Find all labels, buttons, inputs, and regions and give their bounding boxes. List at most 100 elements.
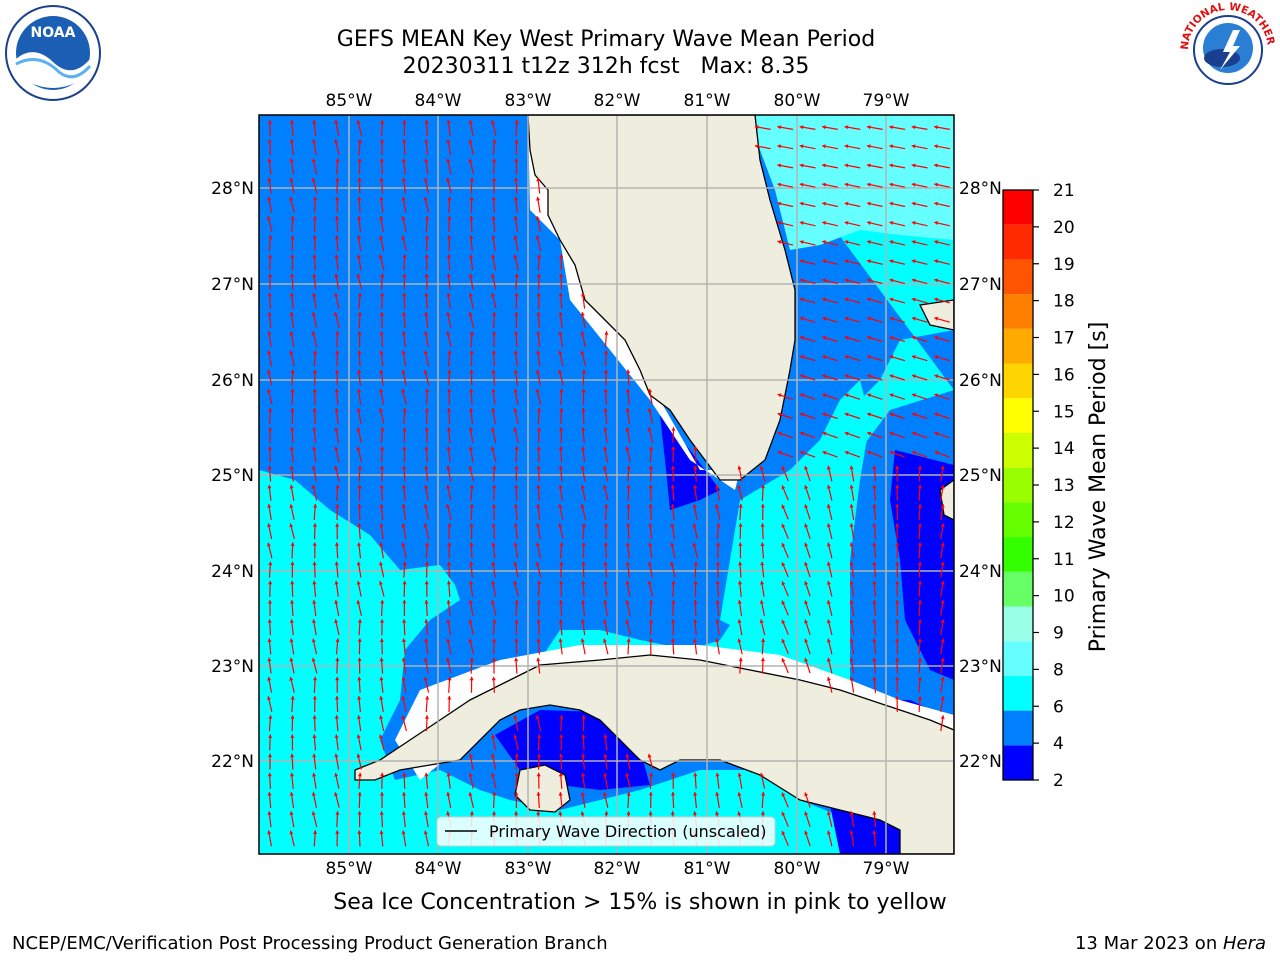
colorbar-tick-label: 16 xyxy=(1053,365,1075,385)
wave-vector-head xyxy=(536,811,541,815)
wave-vector-head xyxy=(335,177,340,182)
noaa-logo-text: NOAA xyxy=(31,25,76,41)
wave-vector-head xyxy=(513,235,518,240)
colorbar-tick-label: 4 xyxy=(1053,734,1064,754)
wave-vector-head xyxy=(335,811,340,815)
wave-vector-head xyxy=(536,350,541,355)
wave-vector-head xyxy=(625,427,630,432)
lon-labels-top: 85°W 84°W 83°W 82°W 81°W 80°W 79°W xyxy=(326,91,910,111)
wave-vector-head xyxy=(603,753,608,758)
colorbar-tick-label: 15 xyxy=(1053,402,1075,422)
wave-vector-head xyxy=(266,389,271,393)
wave-vector-head xyxy=(468,619,473,624)
wave-vector-head xyxy=(804,485,809,490)
wave-vector-head xyxy=(934,393,939,398)
wave-vector-head xyxy=(895,657,900,661)
wave-vector-head xyxy=(514,331,519,335)
wave-vector-head xyxy=(491,657,496,661)
wave-vector-head xyxy=(760,811,765,815)
wave-vector-head xyxy=(558,312,563,316)
wave-vector-head xyxy=(849,811,854,815)
wave-vector-head xyxy=(603,465,607,470)
wave-vector-head xyxy=(335,484,340,489)
wave-vector-head xyxy=(804,830,809,835)
wave-vector-head xyxy=(469,177,474,182)
wave-vector-head xyxy=(311,638,316,643)
wave-vector-head xyxy=(826,619,831,624)
wave-vector-head xyxy=(800,412,804,417)
wave-vector-head xyxy=(649,446,654,450)
wave-vector-head xyxy=(513,542,518,547)
wave-vector-head xyxy=(849,638,854,643)
wave-vector-head xyxy=(447,216,452,220)
wave-vector-head xyxy=(468,446,473,451)
wave-vector-head xyxy=(312,388,317,393)
wave-vector-head xyxy=(934,316,939,321)
wave-vector-head xyxy=(402,446,407,450)
wave-vector-head xyxy=(357,657,362,662)
wave-vector-head xyxy=(912,450,916,455)
wave-vector-head xyxy=(934,412,939,417)
wave-vector-head xyxy=(491,427,496,432)
wave-vector-head xyxy=(849,830,854,835)
wave-vector-head xyxy=(268,254,273,258)
wave-vector-head xyxy=(889,125,894,130)
wave-vector-head xyxy=(424,254,429,258)
wave-vector-head xyxy=(491,216,496,220)
wave-vector-head xyxy=(536,504,541,508)
wave-vector-head xyxy=(715,792,720,796)
wave-vector-head xyxy=(940,619,945,623)
wave-vector-head xyxy=(625,580,630,585)
wave-vector-head xyxy=(889,182,894,187)
wave-vector-head xyxy=(469,331,474,335)
wave-vector-head xyxy=(737,465,742,470)
wave-vector-head xyxy=(693,465,698,470)
wave-vector-head xyxy=(312,580,317,585)
wave-vector-head xyxy=(513,561,518,566)
lat-label-left: 25°N xyxy=(211,466,254,486)
wave-vector-head xyxy=(536,196,541,201)
wave-vector-head xyxy=(537,254,542,258)
land-bahamas-north xyxy=(919,299,954,331)
wave-vector-head xyxy=(267,312,272,316)
wave-vector-head xyxy=(356,561,361,566)
wave-vector-head xyxy=(844,355,849,359)
wave-vector-head xyxy=(379,408,383,412)
wave-vector-head xyxy=(402,619,407,623)
wave-vector-head xyxy=(895,561,900,565)
wave-vector-head xyxy=(379,216,384,220)
wave-vector-head xyxy=(558,619,563,623)
wave-vector-head xyxy=(424,580,429,585)
wave-vector-head xyxy=(872,657,877,662)
wave-vector-head xyxy=(424,772,429,777)
wave-vector-head xyxy=(312,273,317,278)
wave-vector-head xyxy=(446,504,450,509)
lon-label-bottom: 79°W xyxy=(863,859,910,879)
wave-vector-head xyxy=(290,388,295,393)
wave-vector-head xyxy=(468,638,473,643)
wave-vector-head xyxy=(357,369,362,374)
wave-vector-head xyxy=(514,484,519,489)
wave-vector-head xyxy=(826,581,831,585)
wave-vector-head xyxy=(490,773,495,777)
wave-vector-head xyxy=(844,201,849,206)
wave-vector-head xyxy=(536,792,541,796)
wave-vector-head xyxy=(849,542,854,547)
wave-vector-head xyxy=(514,600,519,604)
wave-vector-head xyxy=(513,408,518,412)
wave-vector-head xyxy=(867,316,871,321)
wave-vector-head xyxy=(940,676,945,681)
wave-vector-head xyxy=(895,484,900,489)
wave-vector-head xyxy=(895,696,900,700)
wave-vector-head xyxy=(603,408,608,412)
wave-vector-head xyxy=(603,561,608,566)
wave-vector-head xyxy=(379,369,384,374)
wave-vector-head xyxy=(535,369,540,374)
wave-vector-head xyxy=(492,331,497,335)
wave-vector-head xyxy=(604,811,609,815)
colorbar-tick-label: 6 xyxy=(1053,697,1064,717)
wave-vector-head xyxy=(580,350,585,355)
wave-vector-head xyxy=(491,542,496,547)
wave-vector-head xyxy=(804,600,809,605)
wave-vector-head xyxy=(872,542,877,546)
